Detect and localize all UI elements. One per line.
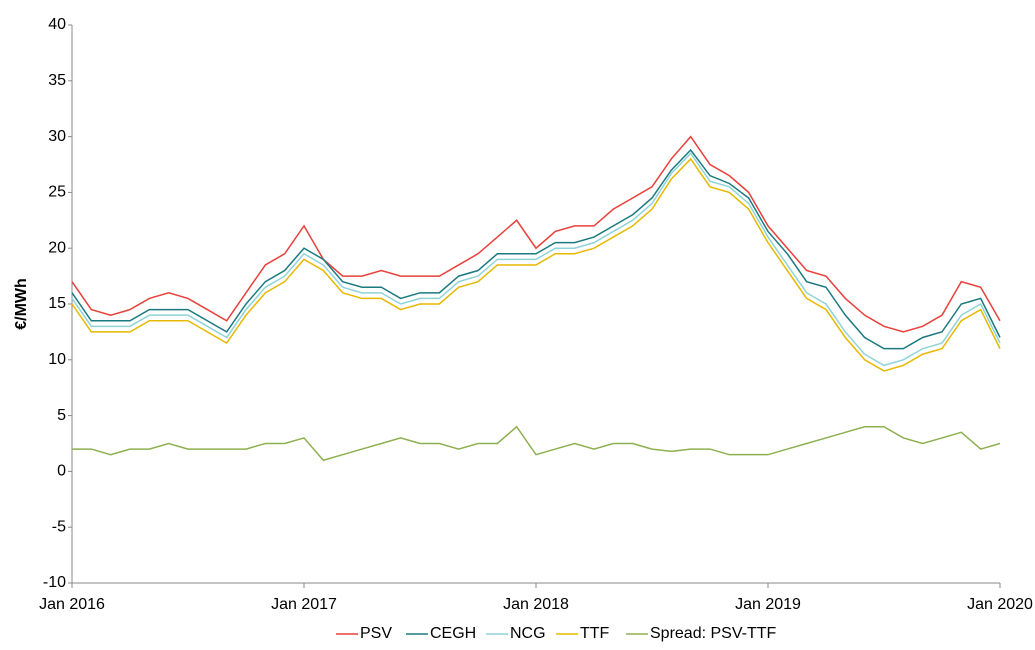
y-tick-label: 15 xyxy=(48,295,66,312)
y-tick-label: 0 xyxy=(57,463,66,480)
legend-label: CEGH xyxy=(430,625,476,642)
y-tick-label: 35 xyxy=(48,72,66,89)
y-tick-label: -5 xyxy=(52,518,66,535)
y-tick-label: 10 xyxy=(48,351,66,368)
legend-label: PSV xyxy=(360,625,392,642)
series-line xyxy=(71,135,1001,333)
legend-label: NCG xyxy=(510,625,546,642)
y-tick-label: 5 xyxy=(57,407,66,424)
y-tick-label: 40 xyxy=(48,16,66,33)
y-tick-label: -10 xyxy=(43,574,66,591)
series-line xyxy=(72,425,1001,462)
legend-label: TTF xyxy=(580,625,610,642)
y-axis-label: €/MWh xyxy=(13,278,30,330)
series-line xyxy=(71,157,1001,372)
x-tick-label: Jan 2019 xyxy=(735,596,801,613)
y-tick-label: 30 xyxy=(48,128,66,145)
series-line xyxy=(71,148,1001,350)
legend-label: Spread: PSV-TTF xyxy=(650,625,776,642)
x-tick-label: Jan 2020 xyxy=(967,596,1033,613)
x-tick-label: Jan 2016 xyxy=(39,596,105,613)
x-tick-label: Jan 2018 xyxy=(503,596,569,613)
y-tick-label: 20 xyxy=(48,239,66,256)
y-tick-label: 25 xyxy=(48,184,66,201)
series-line xyxy=(71,152,1001,367)
x-tick-label: Jan 2017 xyxy=(271,596,337,613)
